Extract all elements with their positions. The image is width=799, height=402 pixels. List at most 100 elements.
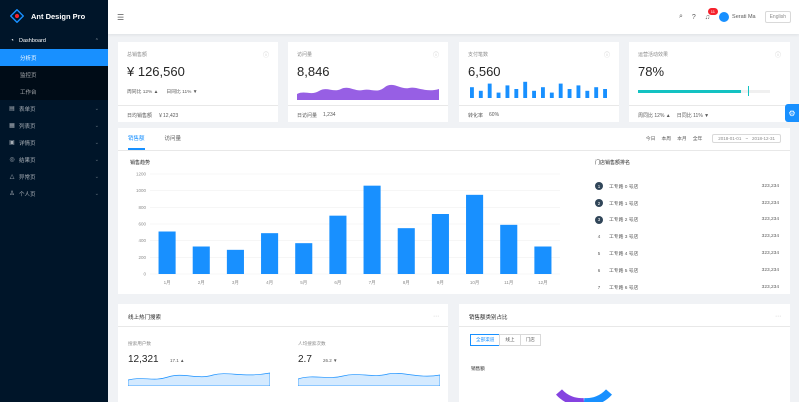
mini-bar <box>523 81 528 98</box>
sales-bar <box>329 215 347 274</box>
rank-number: 3 <box>595 215 603 224</box>
segment-all[interactable]: 全部渠道 <box>470 334 501 346</box>
tab-visits[interactable]: 访问量 <box>164 136 182 142</box>
segment-online[interactable]: 线上 <box>499 334 521 346</box>
sidebar-subitem-analysis[interactable]: 分析页 <box>0 49 108 66</box>
rank-number: 2 <box>595 199 603 208</box>
rank-store-value: 323,234 <box>761 217 779 223</box>
period-week[interactable]: 本周 <box>661 137 672 142</box>
sidebar-item-form[interactable]: ▤ 表单页 ⌄ <box>0 100 108 117</box>
rank-row: 3 工专路 2 号店 323,234 <box>595 212 779 229</box>
users-rate: 17.1 ▲ <box>170 358 185 363</box>
donut-slice-purple <box>556 389 584 402</box>
date-start: 2018-01-01 <box>718 136 742 141</box>
user-name: Serati Ma <box>732 14 756 20</box>
online-search-card: 线上热门搜索 ⋯ 搜索用户数 12,321 17.1 ▲ 人均搜索次数 2.7 … <box>118 304 448 402</box>
payments-mini-bar-chart <box>470 81 607 98</box>
dashboard-icon: ◔ <box>10 37 14 44</box>
mini-bar <box>558 83 563 98</box>
settings-drawer-button[interactable]: ⚙ <box>785 104 799 122</box>
stat-footer: 日均销售额 ￥12,423 <box>118 105 278 119</box>
users-value: 12,321 <box>128 354 159 365</box>
header-actions: ⌕ ? ♫ 11 Serati Ma English <box>678 7 791 23</box>
segment-store[interactable]: 门店 <box>519 334 541 346</box>
rank-store-value: 323,234 <box>761 267 779 273</box>
info-circle-icon[interactable]: ⓘ <box>603 53 610 59</box>
sidebar-item-account[interactable]: ♙ 个人页 ⌄ <box>0 185 108 202</box>
sidebar-subitem-workplace[interactable]: 工作台 <box>20 89 37 96</box>
mini-bar <box>567 89 572 98</box>
stat-value: 78% <box>638 64 665 79</box>
card-divider <box>459 326 790 327</box>
gear-icon: ⚙ <box>788 108 796 118</box>
mini-bar <box>541 87 545 98</box>
mini-bar <box>585 90 590 98</box>
footer-day: 日同比 11% ▼ <box>676 113 710 119</box>
footer-label: 转化率 <box>468 113 484 119</box>
mini-bar <box>576 85 581 98</box>
rank-store-value: 323,234 <box>761 200 779 206</box>
sales-bar <box>192 246 210 274</box>
chevron-down-icon: ⌄ <box>94 105 99 112</box>
x-tick-label: 1月 <box>164 280 171 286</box>
sidebar-item-result[interactable]: ◎ 结果页 ⌄ <box>0 151 108 168</box>
card-title: 线上热门搜索 <box>128 315 162 321</box>
sidebar-item-profile[interactable]: ▣ 详情页 ⌄ <box>0 134 108 151</box>
chart-title: 销售趋势 <box>130 160 151 166</box>
bell-icon[interactable]: ♫ 11 <box>705 7 718 21</box>
rank-store-name: 工专路 4 号店 <box>609 252 639 258</box>
info-circle-icon[interactable]: ⓘ <box>774 53 781 59</box>
sidebar: Ant Design Pro ◔ Dashboard ⌃ 分析页 监控页 工作台… <box>0 0 108 402</box>
rank-number: 5 <box>597 251 601 257</box>
help-icon[interactable]: ? <box>691 13 696 21</box>
search-icon[interactable]: ⌕ <box>678 13 683 20</box>
user-menu[interactable]: Serati Ma <box>719 12 756 22</box>
app-title: Ant Design Pro <box>31 11 86 21</box>
x-tick-label: 12月 <box>538 280 548 286</box>
rank-store-value: 323,234 <box>761 284 779 290</box>
sales-bar <box>500 224 518 274</box>
sales-bar <box>295 243 313 274</box>
stat-trends: 周同比 12% ▲ 日同比 11% ▼ <box>127 88 197 95</box>
card-divider <box>118 326 448 327</box>
rank-row: 2 工专路 1 号店 323,234 <box>595 195 779 212</box>
x-tick-label: 5月 <box>300 280 307 286</box>
sales-category-card: 销售额类别占比 ⋯ 全部渠道 线上 门店 销售额 <box>459 304 790 402</box>
menu-fold-icon[interactable]: ☰ <box>117 12 125 22</box>
period-today[interactable]: 今日 <box>645 137 656 142</box>
visits-area-chart <box>297 84 439 100</box>
store-rank-list: 1 工专路 0 号店 323,234 2 工专路 1 号店 323,234 3 工专路 2 号… <box>595 178 779 296</box>
footer-value: ￥12,423 <box>158 113 179 119</box>
mini-bar <box>470 87 474 98</box>
period-year[interactable]: 全年 <box>692 137 703 142</box>
y-tick-label: 200 <box>138 255 146 260</box>
notification-badge: 11 <box>707 7 718 15</box>
info-circle-icon[interactable]: ⓘ <box>262 53 269 59</box>
sales-tabs: 销售额 访问量 <box>128 128 181 150</box>
sidebar-subitem-monitor[interactable]: 监控页 <box>20 72 37 79</box>
y-tick-label: 1200 <box>136 172 147 177</box>
more-icon[interactable]: ⋯ <box>433 314 439 320</box>
sales-bar <box>397 228 415 274</box>
period-month[interactable]: 本月 <box>677 137 687 142</box>
rank-store-name: 工专路 5 号店 <box>609 268 639 274</box>
rank-store-value: 323,234 <box>761 234 779 240</box>
sidebar-item-label: 列表页 <box>19 123 36 130</box>
language-button[interactable]: English <box>764 11 791 23</box>
footer-label: 日均销售额 <box>127 113 153 119</box>
sidebar-item-label: 表单页 <box>19 106 36 113</box>
sidebar-item-list[interactable]: ▦ 列表页 ⌄ <box>0 117 108 134</box>
stat-card-sales: 总销售额 ⓘ ¥ 126,560 周同比 12% ▲ 日同比 11% ▼ 日均销… <box>118 42 278 122</box>
rank-number: 7 <box>597 284 601 290</box>
sidebar-item-dashboard[interactable]: ◔ Dashboard ⌃ <box>0 32 108 49</box>
sidebar-item-label: 异常页 <box>19 174 36 181</box>
chevron-down-icon: ⌄ <box>94 173 99 180</box>
sidebar-item-exception[interactable]: △ 异常页 ⌄ <box>0 168 108 185</box>
tab-sales[interactable]: 销售额 <box>128 128 145 150</box>
logo[interactable]: Ant Design Pro <box>0 0 108 32</box>
info-circle-icon[interactable]: ⓘ <box>432 53 439 59</box>
footer-value: 1,234 <box>323 112 336 118</box>
mini-bar <box>532 90 536 98</box>
date-range-picker[interactable]: 2018-01-01 ~ 2018-12-31 <box>712 134 781 143</box>
more-icon[interactable]: ⋯ <box>775 314 781 320</box>
